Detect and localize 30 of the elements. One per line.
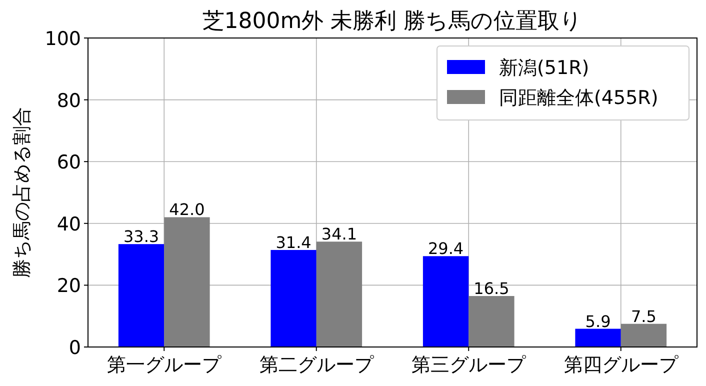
data-label: 33.3 — [123, 227, 160, 246]
y-tick-label: 80 — [56, 90, 81, 112]
data-label: 29.4 — [428, 239, 464, 258]
data-label: 42.0 — [169, 200, 205, 220]
data-label: 31.4 — [276, 232, 312, 252]
y-tick-label: 40 — [56, 213, 81, 236]
y-tick-label: 0 — [68, 337, 81, 359]
y-tick-label: 20 — [56, 275, 81, 298]
data-label: 5.9 — [585, 312, 611, 331]
y-tick-label: 60 — [56, 152, 81, 174]
bar — [270, 250, 316, 347]
legend-label: 同距離全体(455R) — [499, 87, 658, 109]
bar — [118, 244, 164, 347]
bar — [164, 217, 210, 347]
y-axis-title: 勝ち馬の占める割合 — [11, 107, 33, 278]
legend-label: 新潟(51R) — [499, 57, 590, 79]
chart-title: 芝1800m外 未勝利 勝ち馬の位置取り — [202, 9, 583, 34]
data-label: 34.1 — [321, 224, 358, 244]
x-tick-label: 第一グループ — [107, 354, 222, 376]
x-tick-label: 第四グループ — [564, 354, 679, 376]
bar — [620, 324, 667, 347]
x-tick-label: 第二グループ — [259, 354, 374, 376]
x-tick-label: 第三グループ — [412, 354, 527, 376]
y-tick-label: 100 — [44, 28, 81, 50]
bar — [422, 256, 469, 347]
data-label: 16.5 — [474, 279, 510, 298]
bar — [468, 296, 514, 347]
data-label: 7.5 — [630, 306, 656, 326]
bar — [316, 242, 362, 347]
bar — [575, 328, 621, 347]
